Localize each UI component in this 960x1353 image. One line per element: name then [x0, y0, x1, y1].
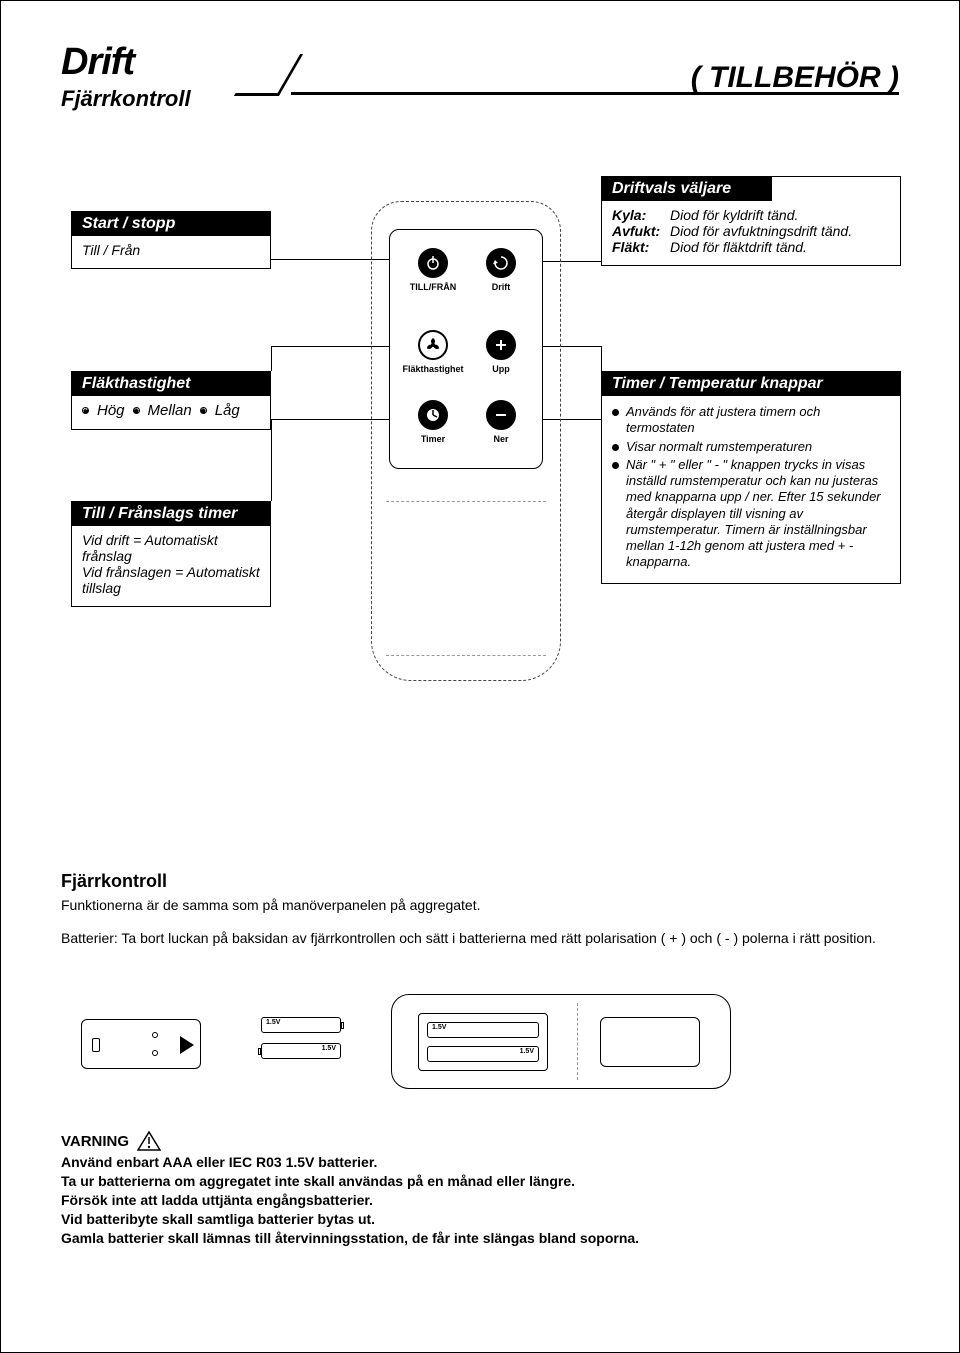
button-label: Timer: [398, 434, 468, 444]
timer-line: Vid drift = Automatiskt frånslag: [82, 532, 260, 564]
remote-seam: [386, 501, 546, 502]
callout-body: Vid drift = Automatiskt frånslag Vid frå…: [72, 526, 270, 606]
back-panel-slot: [600, 1017, 700, 1067]
callout-header: Fläkthastighet: [72, 372, 270, 396]
bullet-item: Visar normalt rumstemperaturen: [612, 439, 890, 455]
connector-line: [601, 346, 602, 371]
warning-icon: [137, 1131, 161, 1151]
lower-text: Funktionerna är de samma som på manöverp…: [61, 896, 899, 915]
mode-label: Fläkt:: [612, 239, 670, 255]
up-button-icon: [486, 330, 516, 360]
battery-illustrations: 1.5V 1.5V 1.5V 1.5V: [61, 989, 899, 1099]
battery-label: 1.5V: [266, 1019, 280, 1026]
callout-mode-select: Driftvals väljare Kyla:Diod för kyldrift…: [601, 176, 901, 266]
fan-icon: [133, 407, 140, 414]
remote-button-panel: TILL/FRÅN Drift Fläkthastighet Upp Timer…: [389, 229, 543, 469]
callout-body: Används för att justera timern och termo…: [602, 396, 900, 583]
callout-header: Timer / Temperatur knappar: [602, 372, 900, 396]
connector-line: [271, 419, 272, 501]
mode-text: Diod för fläktdrift tänd.: [670, 239, 807, 255]
warning-line: Använd enbart AAA eller IEC R03 1.5V bat…: [61, 1154, 899, 1170]
warning-section: VARNING Använd enbart AAA eller IEC R03 …: [61, 1131, 899, 1249]
callout-timer-switch: Till / Frånslags timer Vid drift = Autom…: [71, 501, 271, 607]
remote-seam: [386, 655, 546, 656]
warning-title-text: VARNING: [61, 1133, 129, 1150]
drift-button-icon: [486, 248, 516, 278]
button-label: Drift: [466, 282, 536, 292]
warning-line: Försök inte att ladda uttjänta engångsba…: [61, 1192, 899, 1208]
connector-line: [271, 346, 272, 371]
button-label: TILL/FRÅN: [398, 282, 468, 292]
timer-button-icon: [418, 400, 448, 430]
speed-level: Mellan: [148, 402, 192, 419]
fan-icon: [82, 407, 89, 414]
callout-header: Driftvals väljare: [602, 177, 772, 201]
battery-drawing: 1.5V: [261, 1043, 341, 1059]
button-label: Ner: [466, 434, 536, 444]
manual-page: Drift Fjärrkontroll ( TILLBEHÖR ) Start …: [0, 0, 960, 1353]
fan-button-icon: [418, 330, 448, 360]
button-label: Upp: [466, 364, 536, 374]
mode-label: Kyla:: [612, 207, 670, 223]
bullet-item: När " + " eller " - " knappen trycks in …: [612, 457, 890, 571]
page-title-right: ( TILLBEHÖR ): [691, 61, 899, 95]
speed-level: Hög: [97, 402, 125, 419]
mode-text: Diod för avfuktningsdrift tänd.: [670, 223, 852, 239]
power-button-icon: [418, 248, 448, 278]
arrow-icon: [180, 1036, 194, 1054]
callout-fan-speed: Fläkthastighet Hög Mellan Låg: [71, 371, 271, 430]
remote-back-drawing: 1.5V 1.5V: [391, 994, 731, 1089]
down-button-icon: [486, 400, 516, 430]
callout-timer-temp: Timer / Temperatur knappar Används för a…: [601, 371, 901, 584]
fan-icon: [200, 407, 207, 414]
callout-body: Kyla:Diod för kyldrift tänd. Avfukt:Diod…: [602, 201, 900, 265]
battery-compartment: 1.5V 1.5V: [418, 1013, 548, 1071]
warning-line: Vid batteribyte skall samtliga batterier…: [61, 1211, 899, 1227]
mode-label: Avfukt:: [612, 223, 670, 239]
lower-text: Batterier: Ta bort luckan på baksidan av…: [61, 929, 899, 948]
speed-level: Låg: [215, 402, 240, 419]
battery-label: 1.5V: [322, 1045, 336, 1052]
battery-drawing: 1.5V: [261, 1017, 341, 1033]
callout-start-stop: Start / stopp Till / Från: [71, 211, 271, 269]
warning-line: Gamla batterier skall lämnas till återvi…: [61, 1230, 899, 1246]
callout-header: Start / stopp: [72, 212, 270, 236]
callout-body: Hög Mellan Låg: [72, 396, 270, 429]
warning-lines: Använd enbart AAA eller IEC R03 1.5V bat…: [61, 1154, 899, 1246]
remote-drawing: TILL/FRÅN Drift Fläkthastighet Upp Timer…: [371, 201, 561, 681]
callout-header: Till / Frånslags timer: [72, 502, 270, 526]
battery-cover-drawing: [81, 1019, 201, 1069]
lower-section: Fjärrkontroll Funktionerna är de samma s…: [61, 871, 899, 962]
callout-body: Till / Från: [72, 236, 270, 268]
mode-text: Diod för kyldrift tänd.: [670, 207, 798, 223]
bullet-item: Används för att justera timern och termo…: [612, 404, 890, 437]
button-label: Fläkthastighet: [398, 364, 468, 374]
timer-line: Vid frånslagen = Automatiskt tillslag: [82, 564, 260, 596]
warning-line: Ta ur batterierna om aggregatet inte ska…: [61, 1173, 899, 1189]
lower-heading: Fjärrkontroll: [61, 871, 899, 892]
